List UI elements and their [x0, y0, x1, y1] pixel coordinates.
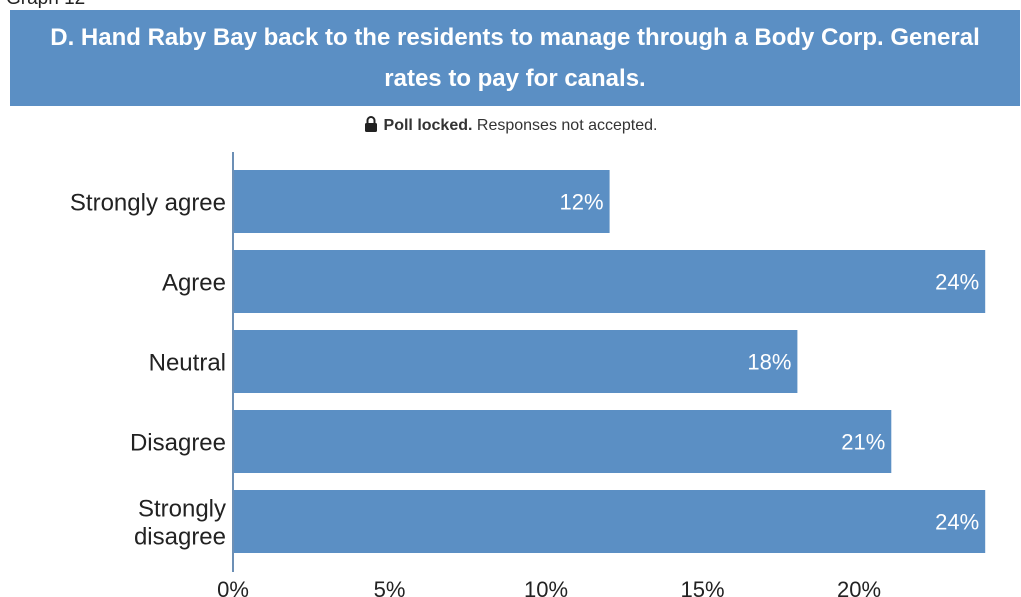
x-tick-label: 15%: [680, 577, 724, 597]
bar-value-label: 24%: [935, 510, 979, 535]
bar: [234, 490, 986, 553]
x-tick-label: 10%: [524, 577, 568, 597]
bar-value-label: 18%: [747, 350, 791, 375]
category-label: Agree: [162, 270, 226, 297]
category-label: Strongly disagree: [134, 496, 226, 551]
bar-value-label: 24%: [935, 270, 979, 295]
bar-value-label: 21%: [841, 430, 885, 455]
category-label: Neutral: [149, 350, 226, 377]
x-tick-label: 20%: [837, 577, 881, 597]
chart-title: D. Hand Raby Bay back to the residents t…: [10, 10, 1020, 106]
poll-status-message: Responses not accepted.: [476, 117, 658, 134]
bar: [234, 250, 986, 313]
x-tick-label: 0%: [217, 577, 249, 597]
lock-icon: [364, 116, 378, 137]
category-label: Strongly agree: [70, 190, 226, 217]
bar: [234, 170, 610, 233]
poll-status: Poll locked. Responses not accepted.: [0, 116, 1021, 137]
bar-value-label: 12%: [560, 190, 604, 215]
x-tick-label: 5%: [374, 577, 406, 597]
page-header-fragment: Graph 12: [6, 0, 85, 10]
poll-locked-label: Poll locked.: [383, 117, 473, 134]
category-label: Disagree: [130, 430, 226, 457]
bar: [234, 330, 798, 393]
bar: [234, 410, 892, 473]
